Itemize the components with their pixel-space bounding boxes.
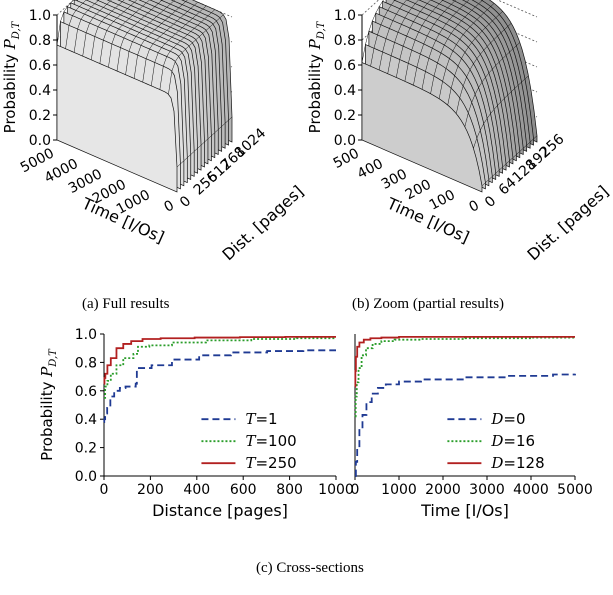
z-tick-label: 0.4 — [334, 83, 356, 99]
surface-mesh — [430, 0, 484, 94]
surface-mesh — [438, 3, 495, 99]
surface-mesh — [56, 0, 75, 46]
line-panel-3: 0 1000 2000 3000 4000 5000 Time [I/Os] D=0 D=16 D… — [351, 334, 593, 520]
surface-mesh — [91, 0, 125, 60]
z-axis-label: Probability PD,T — [1, 20, 22, 133]
z-tick-label: 0.0 — [29, 133, 51, 149]
series-line-D16 — [354, 336, 575, 418]
z-axis-label: Probability PD,T — [306, 20, 327, 133]
surface-mesh — [361, 0, 384, 63]
x-tick-label: 0 — [100, 482, 109, 498]
x-tick-label: 800 — [276, 482, 303, 498]
caption-b: (b) Zoom (partial results) — [352, 296, 505, 312]
caption-a: (a) Full results — [82, 296, 170, 312]
line-panel-2: 0 200 400 600 800 1000 Distance [pages] 0.0 0.2 0… — [38, 327, 354, 520]
series-line-T1 — [103, 349, 336, 423]
y-axis-label: Probability PD,T — [38, 348, 59, 461]
legend-label: D=128 — [490, 454, 544, 472]
legend-label: T=250 — [245, 454, 296, 472]
surface-mesh — [378, 0, 407, 71]
y-tick-label: 0.8 — [75, 355, 97, 371]
surface-mesh — [133, 0, 188, 79]
surface-mesh — [176, 116, 233, 168]
legend-label: T=1 — [245, 410, 277, 428]
z-tick-label: 0.2 — [29, 108, 51, 124]
caption-c: (c) Cross-sections — [256, 560, 364, 576]
surface-mesh — [473, 75, 529, 149]
y-tick-label: 0 — [482, 193, 499, 211]
surface-mesh — [456, 23, 512, 114]
z-tick-label: 0.8 — [29, 33, 51, 49]
surface-mesh — [73, 0, 100, 53]
x-tick-label: 0 — [466, 197, 481, 215]
z-tick-label: 1.0 — [334, 8, 356, 24]
y-tick-label: 1.0 — [75, 327, 97, 343]
x-tick-label: 600 — [230, 482, 257, 498]
x-tick-label: 400 — [183, 482, 210, 498]
y-tick-label: 0.4 — [75, 412, 97, 428]
z-tick-label: 1.0 — [29, 8, 51, 24]
surface-mesh — [447, 11, 503, 106]
x-tick-label: 0 — [351, 482, 360, 498]
y-axis-label: Dist. [pages] — [523, 182, 612, 265]
surface-mesh — [82, 0, 112, 57]
y-tick-label: 1024 — [232, 125, 269, 161]
series-line-T100 — [104, 337, 336, 399]
x-tick-label: 3000 — [469, 482, 505, 498]
surface-mesh — [413, 0, 457, 86]
surface-mesh — [142, 1, 198, 83]
y-tick-label: 0 — [177, 193, 194, 211]
surface-mesh — [99, 0, 138, 64]
surface-ribbon — [361, 61, 483, 193]
surface-mesh — [370, 0, 396, 67]
z-tick-label: 0.6 — [29, 58, 51, 74]
series-line-D128 — [354, 335, 575, 388]
legend-label: D=16 — [490, 432, 535, 450]
legend-label: T=100 — [245, 432, 296, 450]
surface-mesh — [404, 0, 444, 82]
y-tick-label: 0.0 — [75, 469, 97, 485]
z-tick-label: 0.8 — [334, 33, 356, 49]
surface-mesh — [387, 0, 419, 74]
legend-label: D=0 — [490, 410, 525, 428]
x-tick-label: 200 — [137, 482, 164, 498]
x-axis-label: Distance [pages] — [152, 501, 288, 520]
surface-mesh — [464, 42, 521, 127]
surface-ribbon — [56, 44, 178, 193]
z-tick-label: 0.2 — [334, 108, 356, 124]
series-line-T250 — [103, 335, 336, 385]
y-axis-label: Dist. [pages] — [218, 182, 307, 265]
y-tick-label: 0.6 — [75, 384, 97, 400]
surface-mesh — [108, 0, 150, 68]
x-tick-label: 1000 — [318, 482, 354, 498]
x-tick-label: 2000 — [425, 482, 461, 498]
y-tick-label: 0.2 — [75, 441, 97, 457]
surface-mesh — [159, 9, 216, 90]
surface-mesh — [396, 0, 431, 78]
z-tick-label: 0.0 — [334, 133, 356, 149]
z-tick-label: 0.6 — [334, 58, 356, 74]
surface-mesh — [151, 5, 207, 86]
x-axis-label: Time [I/Os] — [420, 501, 509, 520]
x-tick-label: 5000 — [557, 482, 593, 498]
surface-mesh — [116, 0, 163, 72]
surface-mesh — [481, 135, 538, 186]
series-line-D0 — [354, 373, 576, 477]
surface-mesh — [421, 0, 470, 90]
x-tick-label: 1000 — [381, 482, 417, 498]
x-tick-label: 0 — [161, 197, 176, 215]
surface-mesh — [168, 14, 224, 95]
surface-mesh — [65, 0, 87, 49]
z-tick-label: 0.4 — [29, 83, 51, 99]
x-tick-label: 4000 — [513, 482, 549, 498]
surface-mesh — [125, 0, 176, 75]
